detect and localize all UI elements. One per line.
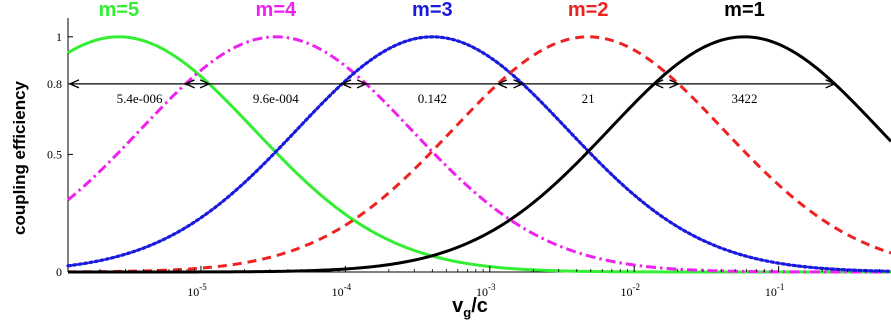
- series-line-m2: [67, 35, 891, 274]
- width-arrow-m4: 9.6e-004: [183, 79, 368, 106]
- series-labels: m=5 m=4 m=3 m=2 m=1: [99, 0, 765, 21]
- y-tick-label: 0.5: [47, 147, 62, 161]
- x-axis-label-sub: g: [463, 305, 471, 320]
- x-tick-label: 10-3: [476, 282, 496, 299]
- width-arrow-m3: 0.142: [340, 79, 525, 106]
- x-tick-label: 10-2: [620, 282, 640, 299]
- y-axis-label: coupling efficiency: [10, 80, 29, 235]
- width-arrow-m1: 3422: [652, 79, 837, 106]
- y-tick-label: 0: [56, 265, 62, 279]
- x-tick-label: 10-5: [187, 282, 207, 299]
- width-annotation-m2: 21: [582, 91, 595, 106]
- series-label-m1: m=1: [724, 0, 765, 21]
- series-label-m5: m=5: [99, 0, 140, 21]
- series-label-m3: m=3: [412, 0, 453, 21]
- tick-layer: 0 0.5 0.8 1 10-5 10-4 10-3 10-2 10-1: [47, 30, 880, 299]
- series-label-m2: m=2: [568, 0, 609, 21]
- x-axis-label-rest: /c: [471, 295, 488, 317]
- width-annotation-m4: 9.6e-004: [253, 91, 299, 106]
- x-axis-label: vg/c: [452, 295, 488, 320]
- y-tick-label: 0.8: [47, 77, 62, 91]
- width-annotations: 5.4e-006 9.6e-004 0.142 21 3422: [68, 79, 837, 106]
- x-tick-label: 10-1: [765, 282, 785, 299]
- x-axis-label-main: v: [452, 295, 464, 317]
- series-layer: [66, 35, 891, 274]
- y-tick-label: 1: [56, 30, 62, 44]
- width-annotation-m3: 0.142: [418, 91, 447, 106]
- width-annotation-m1: 3422: [731, 91, 757, 106]
- series-label-m4: m=4: [256, 0, 297, 21]
- width-annotation-m5: 5.4e-006: [117, 91, 163, 106]
- series-line-m4: [67, 35, 891, 274]
- plot-area: [67, 18, 891, 273]
- x-tick-label: 10-4: [332, 282, 352, 299]
- series-line-m1: [68, 35, 891, 274]
- series-line-m3: [66, 35, 891, 273]
- width-arrow-m2: 21: [496, 79, 681, 106]
